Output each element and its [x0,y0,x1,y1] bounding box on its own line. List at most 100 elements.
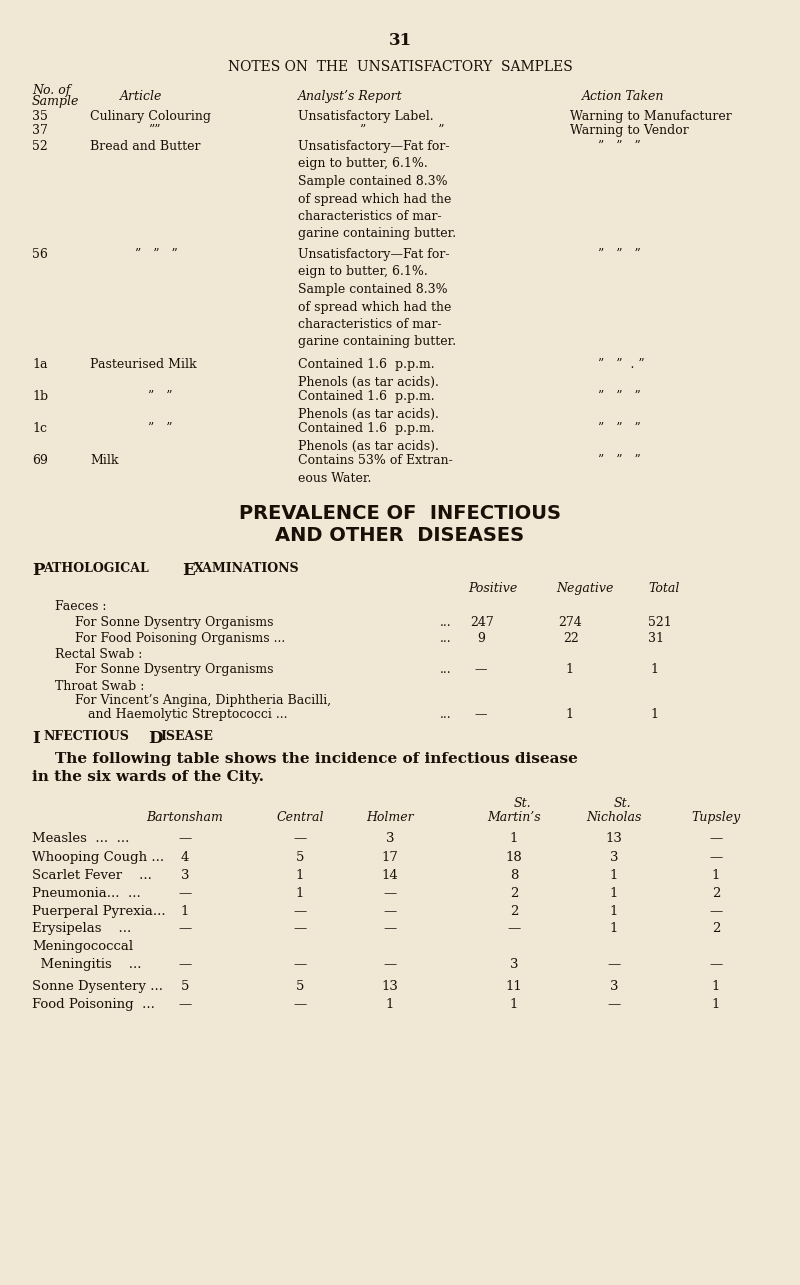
Text: NOTES ON  THE  UNSATISFACTORY  SAMPLES: NOTES ON THE UNSATISFACTORY SAMPLES [228,60,572,75]
Text: —: — [383,923,397,935]
Text: 1: 1 [565,663,573,676]
Text: 1: 1 [565,708,573,721]
Text: —: — [507,923,521,935]
Text: and Haemolytic Streptococci ...: and Haemolytic Streptococci ... [88,708,287,721]
Text: —: — [607,998,621,1011]
Text: Pasteurised Milk: Pasteurised Milk [90,359,197,371]
Text: 5: 5 [296,851,304,864]
Text: 35: 35 [32,111,48,123]
Text: —: — [474,708,486,721]
Text: Meningitis    ...: Meningitis ... [32,959,142,971]
Text: Warning to Vendor: Warning to Vendor [570,123,689,137]
Text: 1: 1 [386,998,394,1011]
Text: 3: 3 [386,831,394,846]
Text: 52: 52 [32,140,48,153]
Text: Throat Swab :: Throat Swab : [55,680,144,693]
Text: Whooping Cough ...: Whooping Cough ... [32,851,164,864]
Text: Meningococcal: Meningococcal [32,941,133,953]
Text: —: — [607,959,621,971]
Text: Negative: Negative [556,582,614,595]
Text: 1: 1 [296,887,304,900]
Text: 1: 1 [610,905,618,917]
Text: 31: 31 [389,32,411,49]
Text: Culinary Colouring: Culinary Colouring [90,111,211,123]
Text: ATHOLOGICAL: ATHOLOGICAL [43,562,149,574]
Text: St.: St. [614,797,632,810]
Text: 1: 1 [650,663,658,676]
Text: Unsatisfactory—Fat for-
eign to butter, 6.1%.
Sample contained 8.3%
of spread wh: Unsatisfactory—Fat for- eign to butter, … [298,248,456,348]
Text: 4: 4 [181,851,189,864]
Text: 2: 2 [712,887,720,900]
Text: 1: 1 [181,905,189,917]
Text: —: — [710,831,722,846]
Text: 11: 11 [506,980,522,993]
Text: XAMINATIONS: XAMINATIONS [194,562,300,574]
Text: —: — [294,998,306,1011]
Text: Rectal Swab :: Rectal Swab : [55,648,142,660]
Text: 14: 14 [382,869,398,882]
Text: ”   ”: ” ” [148,391,173,403]
Text: Action Taken: Action Taken [582,90,664,103]
Text: Contained 1.6  p.p.m.
Phenols (as tar acids).: Contained 1.6 p.p.m. Phenols (as tar aci… [298,391,439,420]
Text: —: — [294,923,306,935]
Text: ”   ”   ”: ” ” ” [598,391,641,403]
Text: —: — [178,959,192,971]
Text: Tupsley: Tupsley [691,811,741,824]
Text: 31: 31 [648,632,664,645]
Text: ...: ... [440,632,452,645]
Text: 274: 274 [558,616,582,628]
Text: ”   ”   ”: ” ” ” [598,248,641,261]
Text: ...: ... [440,616,452,628]
Text: Warning to Manufacturer: Warning to Manufacturer [570,111,732,123]
Text: 22: 22 [563,632,578,645]
Text: Sonne Dysentery ...: Sonne Dysentery ... [32,980,163,993]
Text: For Food Poisoning Organisms ...: For Food Poisoning Organisms ... [75,632,286,645]
Text: —: — [294,905,306,917]
Text: —: — [178,831,192,846]
Text: 2: 2 [510,887,518,900]
Text: 8: 8 [510,869,518,882]
Text: For Vincent’s Angina, Diphtheria Bacilli,: For Vincent’s Angina, Diphtheria Bacilli… [75,694,331,707]
Text: 247: 247 [470,616,494,628]
Text: 1c: 1c [32,421,47,436]
Text: 13: 13 [382,980,398,993]
Text: Total: Total [648,582,679,595]
Text: ”   ”   ”: ” ” ” [598,140,641,153]
Text: —: — [474,663,486,676]
Text: 1: 1 [610,887,618,900]
Text: The following table shows the incidence of infectious disease: The following table shows the incidence … [55,752,578,766]
Text: Martin’s: Martin’s [487,811,541,824]
Text: NFECTIOUS: NFECTIOUS [43,730,129,743]
Text: —: — [294,959,306,971]
Text: Measles  ...  ...: Measles ... ... [32,831,130,846]
Text: For Sonne Dysentry Organisms: For Sonne Dysentry Organisms [75,616,274,628]
Text: in the six wards of the City.: in the six wards of the City. [32,770,264,784]
Text: Article: Article [120,90,162,103]
Text: 3: 3 [181,869,190,882]
Text: —: — [294,831,306,846]
Text: —: — [178,887,192,900]
Text: Central: Central [276,811,324,824]
Text: ””: ”” [148,123,161,137]
Text: 1: 1 [712,980,720,993]
Text: —: — [383,887,397,900]
Text: Faeces :: Faeces : [55,600,106,613]
Text: Unsatisfactory Label.: Unsatisfactory Label. [298,111,434,123]
Text: E: E [182,562,194,580]
Text: 1b: 1b [32,391,48,403]
Text: For Sonne Dysentry Organisms: For Sonne Dysentry Organisms [75,663,274,676]
Text: 1a: 1a [32,359,47,371]
Text: 5: 5 [181,980,189,993]
Text: AND OTHER  DISEASES: AND OTHER DISEASES [275,526,525,545]
Text: 1: 1 [712,998,720,1011]
Text: 2: 2 [510,905,518,917]
Text: PREVALENCE OF  INFECTIOUS: PREVALENCE OF INFECTIOUS [239,504,561,523]
Text: Contained 1.6  p.p.m.
Phenols (as tar acids).: Contained 1.6 p.p.m. Phenols (as tar aci… [298,359,439,388]
Text: 1: 1 [296,869,304,882]
Text: Erysipelas    ...: Erysipelas ... [32,923,131,935]
Text: ”   ”   ”: ” ” ” [598,421,641,436]
Text: —: — [710,905,722,917]
Text: Pneumonia...  ...: Pneumonia... ... [32,887,141,900]
Text: I: I [32,730,40,747]
Text: 3: 3 [610,851,618,864]
